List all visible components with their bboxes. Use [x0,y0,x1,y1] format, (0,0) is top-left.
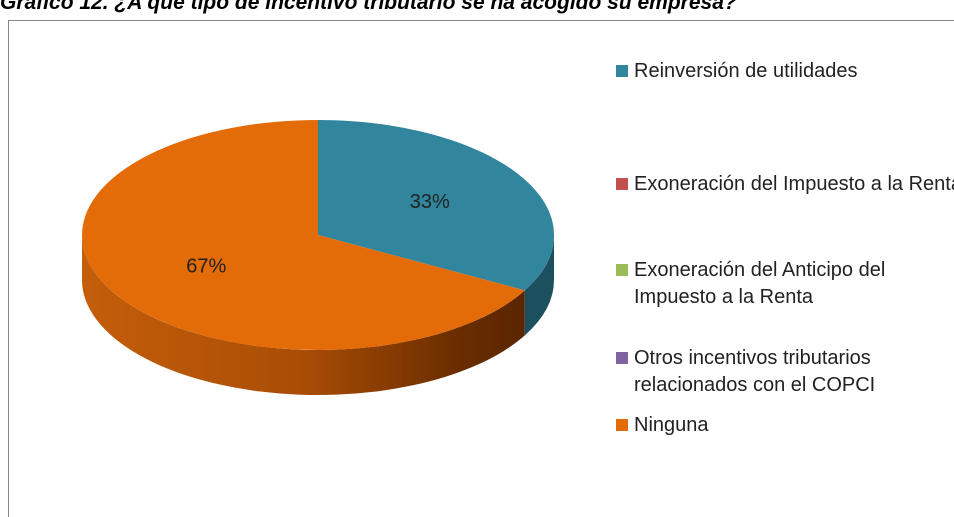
legend-item: Reinversión de utilidades [616,58,954,85]
pie-slice [81,120,525,351]
legend-swatch [616,352,628,364]
pie-tops [81,120,554,351]
legend-swatch [616,419,628,431]
data-label: 33% [410,191,450,213]
pie-side [524,235,554,336]
legend-label: Exoneración del Anticipo del Impuesto a … [634,259,886,308]
legend-label: Otros incentivos tributarios relacionado… [634,347,876,396]
legend-label: Ninguna [634,414,709,436]
legend-label: Exoneración del Impuesto a la Renta [634,173,954,195]
pie-slice [318,120,554,291]
legend-label: Reinversión de utilidades [634,60,858,82]
chart-frame [8,20,954,517]
legend-swatch [616,178,628,190]
legend-item: Exoneración del Anticipo del Impuesto a … [616,257,954,311]
pie-sides [82,235,554,395]
legend-item: Exoneración del Impuesto a la Renta [616,171,954,198]
legend-swatch [616,264,628,276]
data-label: 67% [186,255,226,277]
legend-item: Ninguna [616,412,954,439]
pie-side [82,235,525,395]
chart-title: Gráfico 12. ¿A qué tipo de incentivo tri… [0,0,737,14]
legend-item: Otros incentivos tributarios relacionado… [616,345,954,399]
legend-swatch [616,65,628,77]
